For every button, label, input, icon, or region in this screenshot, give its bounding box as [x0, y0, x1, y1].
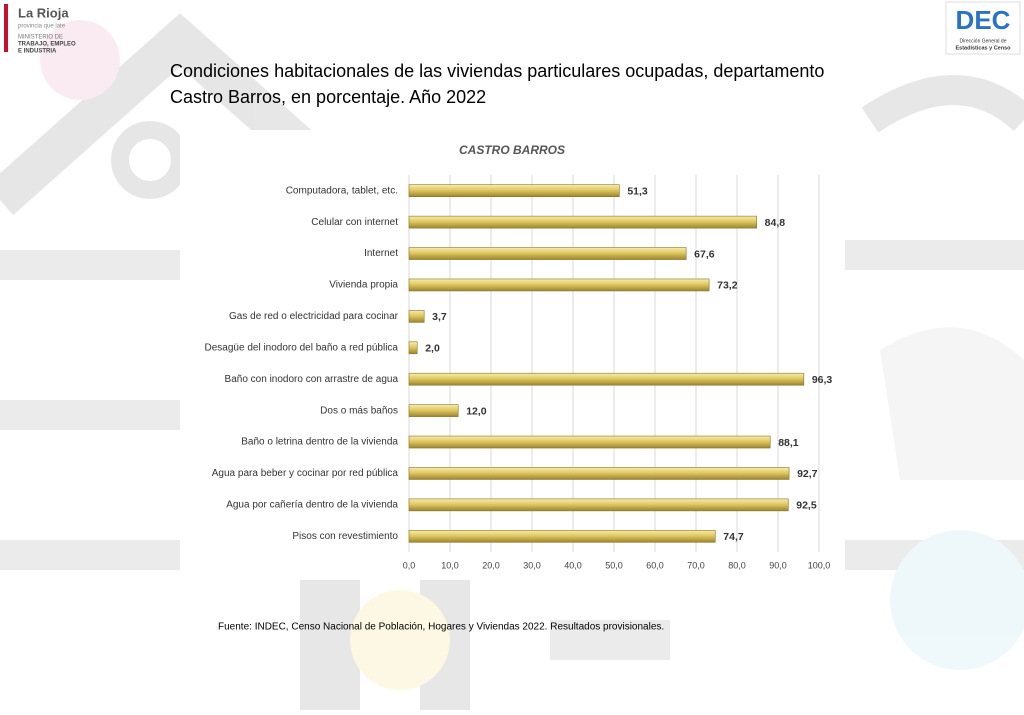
chart-title: CASTRO BARROS: [459, 143, 565, 157]
logo-dec-name: Dirección General de: [960, 38, 1007, 44]
bar: [408, 247, 687, 260]
x-tick-label: 40,0: [564, 560, 582, 570]
x-tick-label: 20,0: [482, 560, 500, 570]
slide-title: Condiciones habitacionales de las vivien…: [170, 61, 824, 81]
y-tick-label: Agua para beber y cocinar por red públic…: [212, 468, 399, 479]
chart-area: [180, 130, 845, 580]
y-tick-label: Baño con inodoro con arrastre de agua: [225, 374, 399, 385]
bar: [408, 467, 790, 480]
bar: [408, 310, 425, 323]
data-label: 96,3: [812, 374, 833, 386]
bar: [408, 404, 459, 417]
x-tick-label: 0,0: [403, 560, 416, 570]
y-tick-label: Pisos con revestimiento: [292, 531, 398, 542]
x-tick-label: 10,0: [441, 560, 459, 570]
x-tick-label: 100,0: [808, 560, 831, 570]
x-tick-label: 90,0: [769, 560, 787, 570]
data-label: 74,7: [723, 531, 744, 543]
logo-bar: [4, 4, 8, 52]
bar: [408, 372, 805, 386]
bar: [408, 435, 771, 449]
logo-ministry: E INDUSTRIA: [18, 49, 57, 55]
logo-dec-name: Estadísticas y Censo: [955, 45, 1011, 51]
bar: [408, 529, 716, 543]
logo-dec-box: [945, 1, 1021, 55]
y-tick-label: Internet: [364, 248, 398, 259]
data-label: 2,0: [425, 343, 440, 355]
x-tick-label: 60,0: [646, 560, 664, 570]
slide-title: Castro Barros, en porcentaje. Año 2022: [170, 87, 486, 107]
logo-tagline: provincia que late: [18, 24, 66, 30]
y-tick-label: Desagüe del inodoro del baño a red públi…: [205, 342, 399, 353]
data-label: 88,1: [778, 437, 799, 449]
logo-brand: La Rioja: [18, 5, 69, 20]
logo-ministry: MINISTERIO DE: [18, 35, 63, 41]
data-label: 92,7: [797, 468, 818, 480]
y-tick-label: Baño o letrina dentro de la vivienda: [241, 437, 398, 448]
y-tick-label: Vivienda propia: [329, 280, 398, 291]
y-tick-label: Agua por cañería dentro de la vivienda: [226, 500, 398, 511]
x-tick-label: 80,0: [728, 560, 746, 570]
data-label: 67,6: [694, 248, 715, 260]
data-label: 84,8: [765, 217, 786, 229]
bar: [408, 215, 757, 229]
bar: [408, 498, 789, 512]
y-tick-label: Gas de red o electricidad para cocinar: [229, 311, 399, 322]
data-label: 12,0: [466, 405, 487, 417]
bar: [408, 184, 620, 198]
data-label: 51,3: [627, 185, 648, 197]
x-tick-label: 70,0: [687, 560, 705, 570]
logo-dec: DEC: [956, 5, 1011, 35]
x-tick-label: 50,0: [605, 560, 623, 570]
y-tick-label: Computadora, tablet, etc.: [286, 185, 398, 196]
bar: [408, 278, 710, 292]
bar: [408, 341, 418, 355]
logo-ministry: TRABAJO, EMPLEO: [18, 42, 76, 48]
data-label: 3,7: [432, 311, 447, 323]
x-tick-label: 30,0: [523, 560, 541, 570]
y-tick-label: Dos o más baños: [320, 405, 398, 416]
data-label: 92,5: [796, 500, 817, 512]
source-note: Fuente: INDEC, Censo Nacional de Poblaci…: [218, 622, 664, 633]
y-tick-label: Celular con internet: [311, 217, 398, 228]
data-label: 73,2: [717, 280, 738, 292]
